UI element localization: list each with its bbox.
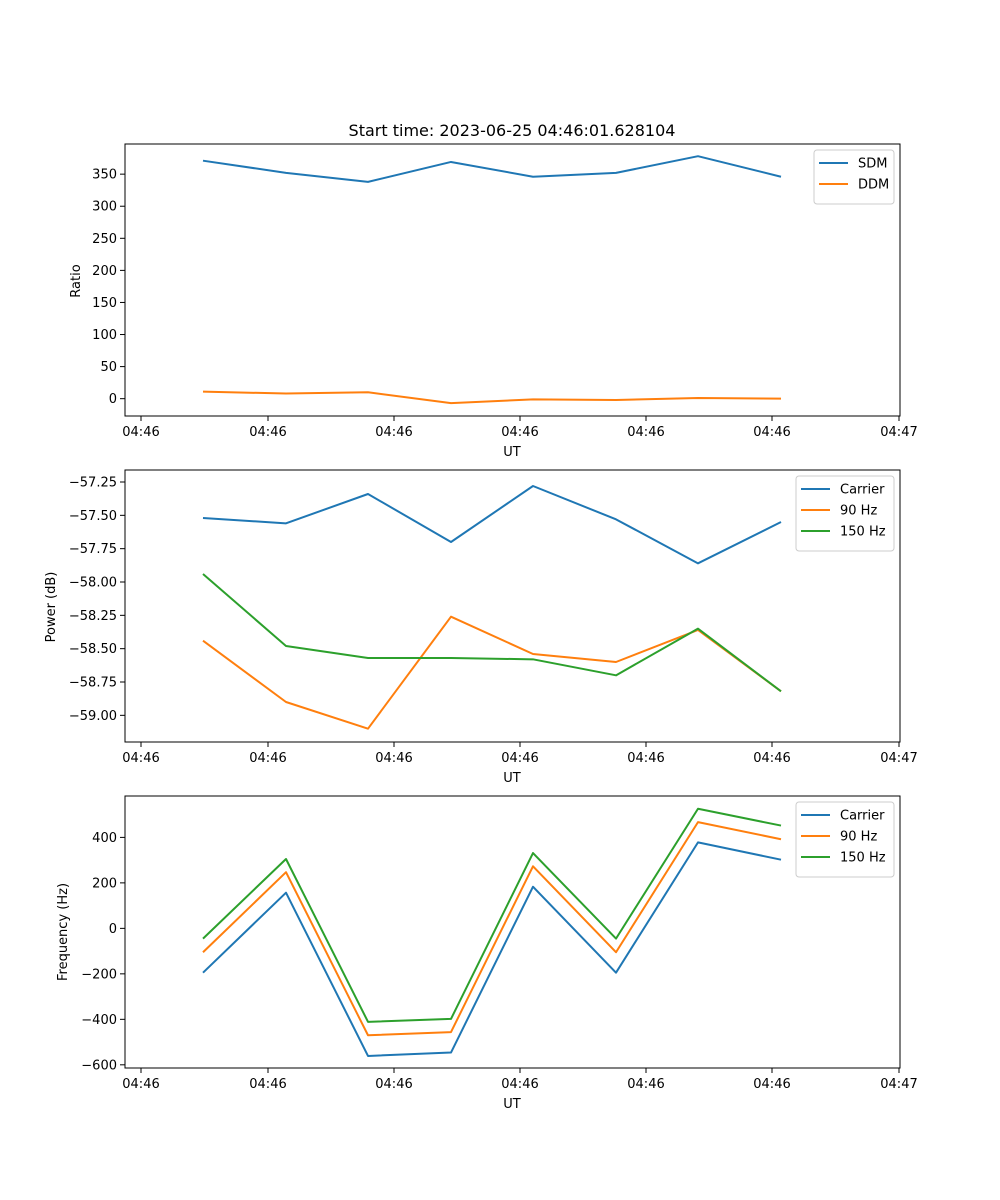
series-line <box>202 390 782 405</box>
y-tick-label: −59.00 <box>69 709 117 724</box>
series-line <box>202 821 782 1037</box>
x-tick-label: 04:46 <box>627 1077 664 1092</box>
y-tick-label: 250 <box>92 232 117 247</box>
x-tick-label: 04:46 <box>122 425 159 440</box>
plot-frame <box>124 795 901 1069</box>
plot-frame <box>124 143 901 417</box>
x-tick-label: 04:46 <box>753 1077 790 1092</box>
y-tick-label: −58.00 <box>69 576 117 591</box>
legend: Carrier 90 Hz 150 Hz <box>795 475 895 552</box>
y-axis-label: Frequency (Hz) <box>56 883 71 981</box>
series-line <box>202 573 782 693</box>
series-line <box>202 485 782 565</box>
y-tick-label: −57.75 <box>69 542 117 557</box>
legend-label: Carrier <box>840 809 885 824</box>
x-tick-label: 04:46 <box>375 1077 412 1092</box>
x-tick-label: 04:46 <box>501 1077 538 1092</box>
x-tick-label: 04:46 <box>627 425 664 440</box>
y-tick-label: −58.25 <box>69 609 117 624</box>
x-axis-label: UT <box>503 771 521 786</box>
x-tick-label: 04:46 <box>249 425 286 440</box>
series-line <box>202 807 782 1023</box>
y-tick-label: 100 <box>92 328 117 343</box>
y-tick-label: −600 <box>81 1058 117 1073</box>
y-axis-label: Power (dB) <box>44 572 59 643</box>
legend-label: 150 Hz <box>840 525 886 540</box>
ratio-panel: Start time: 2023-06-25 04:46:01.628104 U… <box>69 121 918 460</box>
y-tick-label: 150 <box>92 296 117 311</box>
x-tick-label: 04:46 <box>375 425 412 440</box>
plot-frame <box>124 469 901 743</box>
y-tick-label: −57.25 <box>69 476 117 491</box>
x-tick-label: 04:46 <box>122 1077 159 1092</box>
legend-label: 90 Hz <box>840 504 877 519</box>
legend: Carrier 90 Hz 150 Hz <box>795 801 895 878</box>
chart-title: Start time: 2023-06-25 04:46:01.628104 <box>349 121 676 140</box>
frequency-panel: UT Frequency (Hz) 04:46 04:46 04:46 04:46 04… <box>56 795 918 1112</box>
x-tick-label: 04:46 <box>501 425 538 440</box>
y-tick-label: −58.50 <box>69 642 117 657</box>
y-tick-label: 0 <box>109 392 117 407</box>
x-tick-label: 04:46 <box>249 751 286 766</box>
legend-label: 150 Hz <box>840 851 886 866</box>
legend-box <box>795 475 895 552</box>
series-line <box>202 155 782 183</box>
y-tick-label: −400 <box>81 1013 117 1028</box>
x-axis-label: UT <box>503 445 521 460</box>
power-panel: UT Power (dB) 04:46 04:46 04:46 04:46 04:46 0… <box>44 469 918 786</box>
y-tick-label: 400 <box>92 831 117 846</box>
y-tick-label: −57.50 <box>69 509 117 524</box>
x-axis-label: UT <box>503 1097 521 1112</box>
legend-label: SDM <box>858 157 887 172</box>
y-tick-label: 200 <box>92 876 117 891</box>
x-tick-label: 04:46 <box>122 751 159 766</box>
y-tick-label: 50 <box>100 360 117 375</box>
legend-label: 90 Hz <box>840 830 877 845</box>
y-tick-label: 200 <box>92 264 117 279</box>
legend-box <box>795 801 895 878</box>
legend-label: Carrier <box>840 483 885 498</box>
x-tick-label: 04:47 <box>880 425 917 440</box>
legend: SDM DDM <box>813 149 895 205</box>
series-line <box>202 841 782 1057</box>
legend-label: DDM <box>858 178 889 193</box>
x-tick-label: 04:46 <box>501 751 538 766</box>
y-tick-label: 350 <box>92 168 117 183</box>
y-tick-label: −58.75 <box>69 676 117 691</box>
x-tick-label: 04:46 <box>627 751 664 766</box>
y-tick-label: 0 <box>109 922 117 937</box>
y-tick-label: 300 <box>92 200 117 215</box>
x-tick-label: 04:46 <box>249 1077 286 1092</box>
x-tick-label: 04:47 <box>880 1077 917 1092</box>
y-axis-label: Ratio <box>69 264 84 297</box>
x-tick-label: 04:46 <box>375 751 412 766</box>
x-tick-label: 04:46 <box>753 751 790 766</box>
x-tick-label: 04:46 <box>753 425 790 440</box>
x-tick-label: 04:47 <box>880 751 917 766</box>
y-tick-label: −200 <box>81 967 117 982</box>
